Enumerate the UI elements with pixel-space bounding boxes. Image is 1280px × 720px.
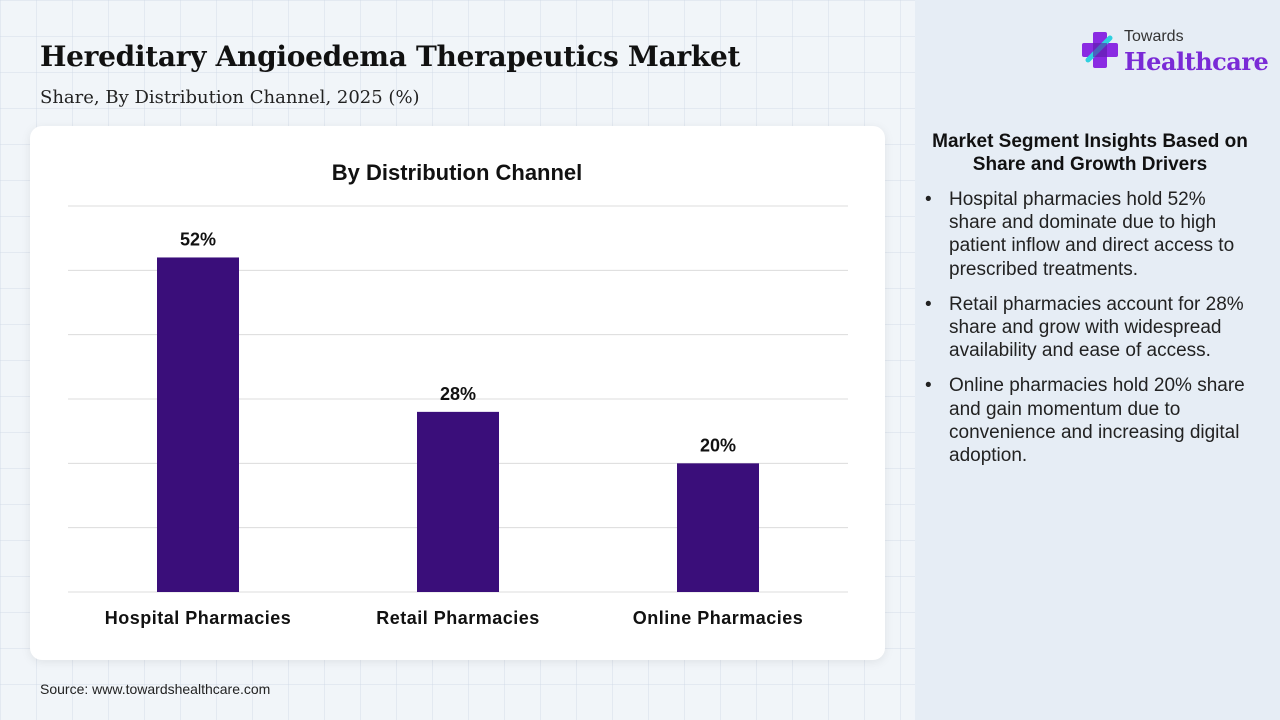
bar-hospital-pharmacies	[157, 257, 239, 592]
logo-text-healthcare: Healthcare	[1124, 47, 1269, 76]
logo-text-towards: Towards	[1124, 28, 1184, 45]
bar-value-label: 28%	[440, 384, 476, 404]
chart-bars	[157, 257, 759, 592]
bar-chart: By Distribution Channel 52% 28% 20% Hospit…	[68, 160, 848, 628]
chart-category-labels: Hospital Pharmacies Retail Pharmacies Onli…	[105, 608, 804, 628]
category-label: Retail Pharmacies	[376, 608, 540, 628]
page-title: Hereditary Angioedema Therapeutics Marke…	[40, 40, 741, 73]
chart-card: By Distribution Channel 52% 28% 20% Hospit…	[30, 126, 885, 660]
insights-title: Market Segment Insights Based on Share a…	[932, 131, 1248, 175]
insight-item: Online pharmacies hold 20% share and gai…	[925, 374, 1245, 467]
page-subtitle: Share, By Distribution Channel, 2025 (%)	[40, 87, 420, 108]
bar-online-pharmacies	[677, 463, 759, 592]
medical-cross-icon	[1082, 32, 1118, 68]
bar-value-label: 20%	[700, 435, 736, 455]
chart-title: By Distribution Channel	[332, 160, 583, 185]
chart-data-labels: 52% 28% 20%	[180, 229, 736, 455]
bar-value-label: 52%	[180, 229, 216, 249]
insight-item: Retail pharmacies account for 28% share …	[925, 293, 1245, 363]
category-label: Hospital Pharmacies	[105, 608, 292, 628]
insight-item: Hospital pharmacies hold 52% share and d…	[925, 188, 1245, 281]
insights-list: Hospital pharmacies hold 52% share and d…	[925, 188, 1245, 479]
brand-logo: Towards Healthcare	[1080, 28, 1269, 78]
bar-retail-pharmacies	[417, 411, 499, 592]
source-note: Source: www.towardshealthcare.com	[40, 681, 271, 697]
category-label: Online Pharmacies	[633, 608, 804, 628]
